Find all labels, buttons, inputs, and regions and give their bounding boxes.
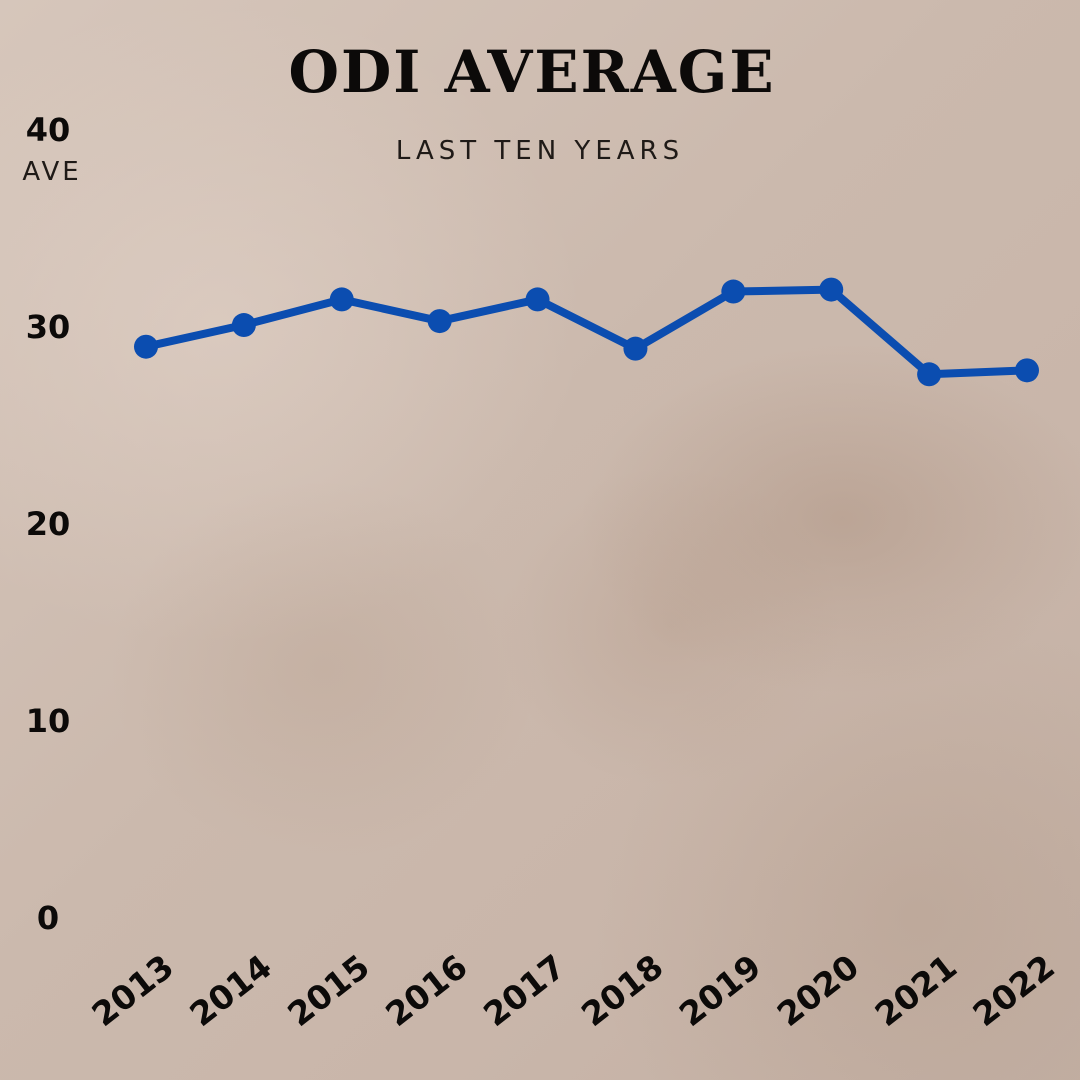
chart-title: ODI AVERAGE	[288, 38, 775, 106]
data-point-2021	[917, 362, 942, 387]
chart-subtitle: LAST TEN YEARS	[396, 136, 684, 166]
data-point-2015	[329, 287, 354, 312]
y-axis-ticks: 0 10 20 30 40	[26, 111, 71, 937]
data-point-2016	[427, 309, 452, 334]
x-tick-label: 2015	[280, 947, 376, 1034]
x-tick-label: 2018	[574, 947, 670, 1034]
x-tick-label: 2017	[476, 947, 572, 1034]
data-point-2018	[623, 336, 648, 361]
y-tick-label: 10	[26, 702, 71, 740]
y-tick-label: 20	[26, 505, 71, 543]
data-point-2019	[721, 279, 746, 304]
x-tick-label: 2021	[868, 947, 964, 1034]
x-axis-ticks: 2013 2014 2015 2016 2017 2018 2019 2020 2021 2022	[85, 947, 1062, 1034]
data-point-2013	[134, 334, 158, 359]
y-axis-label: AVE	[22, 157, 81, 187]
x-tick-label: 2016	[378, 947, 474, 1034]
x-tick-label: 2013	[85, 947, 181, 1034]
data-point-2020	[819, 277, 844, 302]
x-tick-label: 2014	[182, 947, 278, 1034]
series-line	[142, 285, 1031, 379]
series-group	[134, 277, 1039, 387]
y-tick-label: 40	[26, 111, 71, 149]
x-tick-label: 2019	[672, 947, 768, 1034]
data-point-2017	[525, 287, 550, 312]
x-tick-label: 2020	[770, 947, 866, 1034]
data-point-2014	[231, 313, 256, 338]
y-tick-label: 30	[26, 308, 71, 346]
data-point-2022	[1015, 358, 1039, 383]
y-tick-label: 0	[37, 899, 59, 937]
x-tick-label: 2022	[966, 947, 1062, 1034]
